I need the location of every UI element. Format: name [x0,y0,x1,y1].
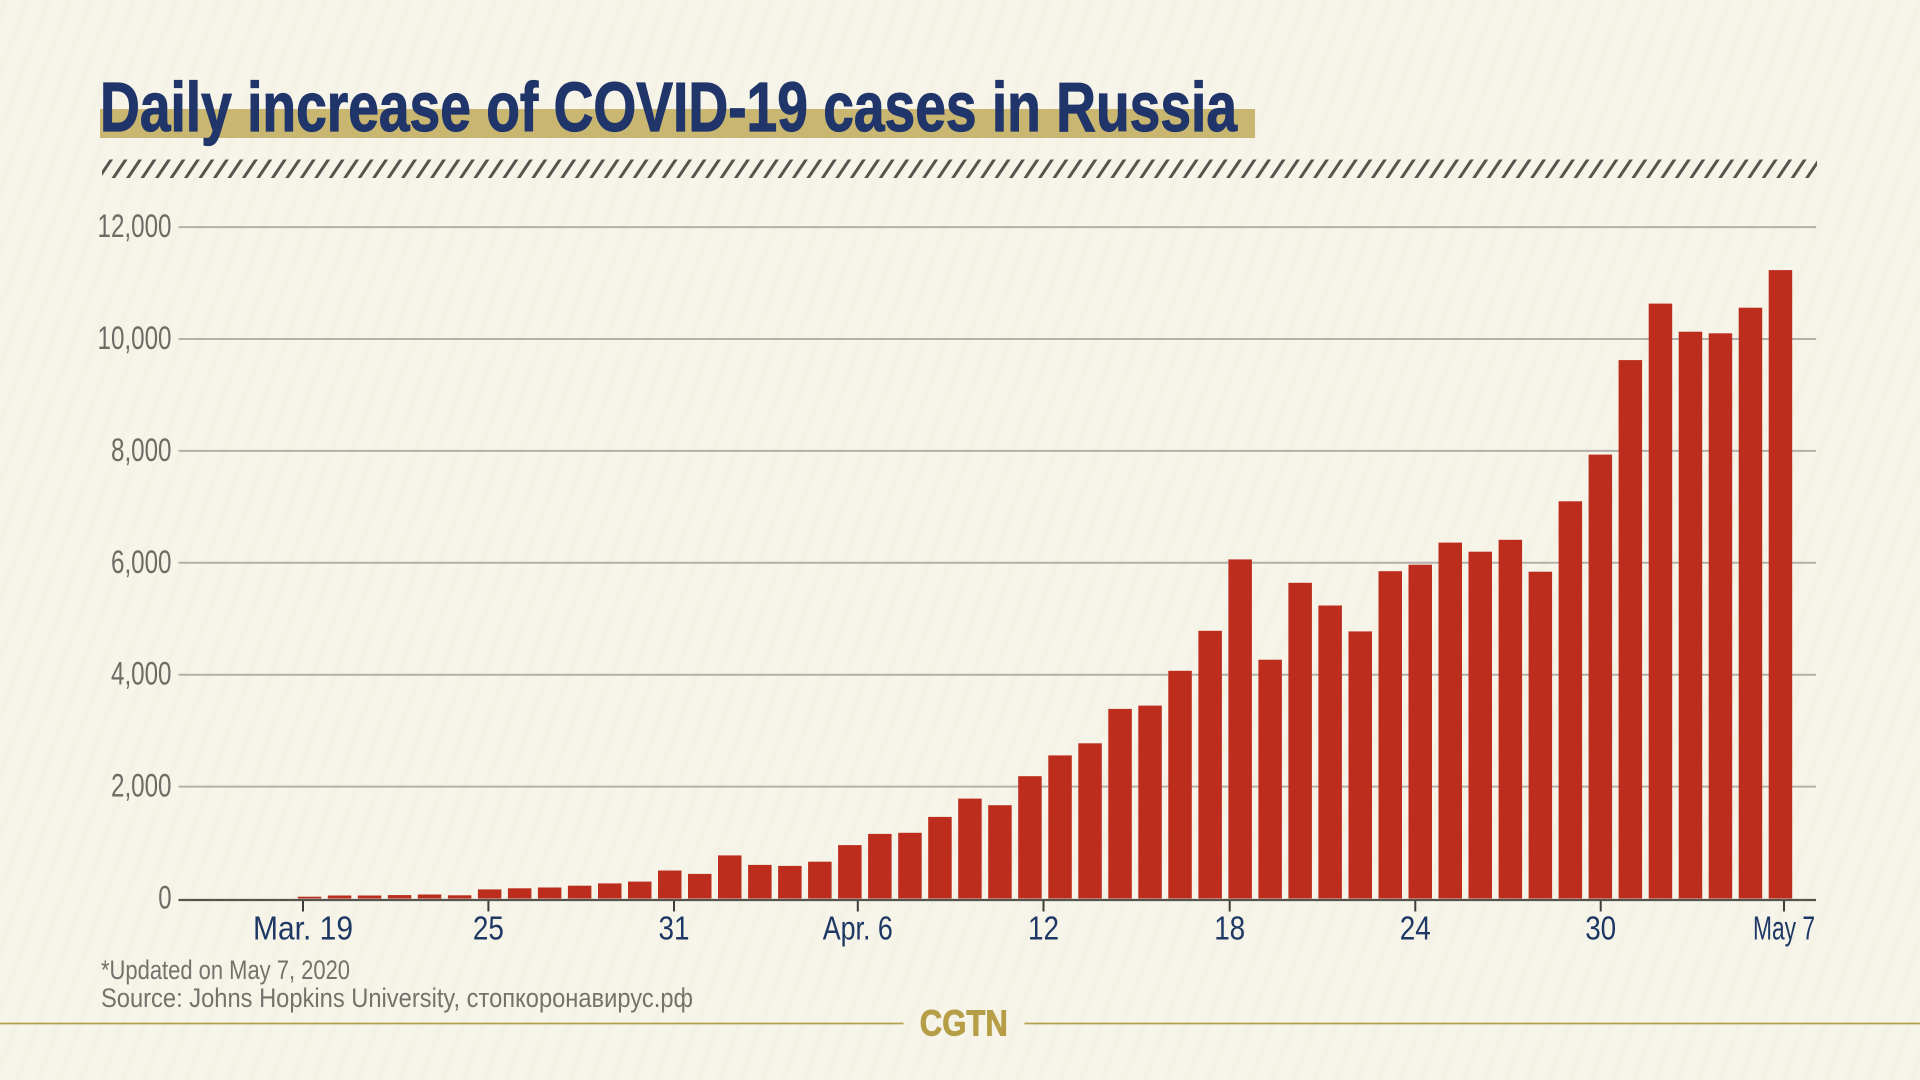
svg-text:May 7: May 7 [1753,910,1815,947]
svg-text:*Updated on May 7, 2020: *Updated on May 7, 2020 [101,955,350,985]
svg-text:2,000: 2,000 [111,768,172,804]
svg-text:CGTN: CGTN [920,1003,1008,1044]
svg-text:30: 30 [1585,910,1616,947]
svg-text:Daily increase of COVID-19 cas: Daily increase of COVID-19 cases in Russ… [100,68,1238,146]
svg-text:18: 18 [1214,910,1245,947]
svg-text:12: 12 [1028,910,1059,947]
svg-text:Mar. 19: Mar. 19 [253,910,353,947]
svg-text:0: 0 [158,880,171,916]
svg-text:25: 25 [473,910,504,947]
svg-text:8,000: 8,000 [111,432,172,468]
svg-text:4,000: 4,000 [111,656,172,692]
svg-text:10,000: 10,000 [98,320,172,356]
svg-text:Apr. 6: Apr. 6 [823,910,893,947]
svg-text:6,000: 6,000 [111,544,172,580]
svg-text:12,000: 12,000 [98,208,172,244]
svg-text:24: 24 [1400,910,1431,947]
svg-text:31: 31 [659,910,690,947]
svg-text:Source: Johns Hopkins Universi: Source: Johns Hopkins University, стопко… [101,983,693,1013]
